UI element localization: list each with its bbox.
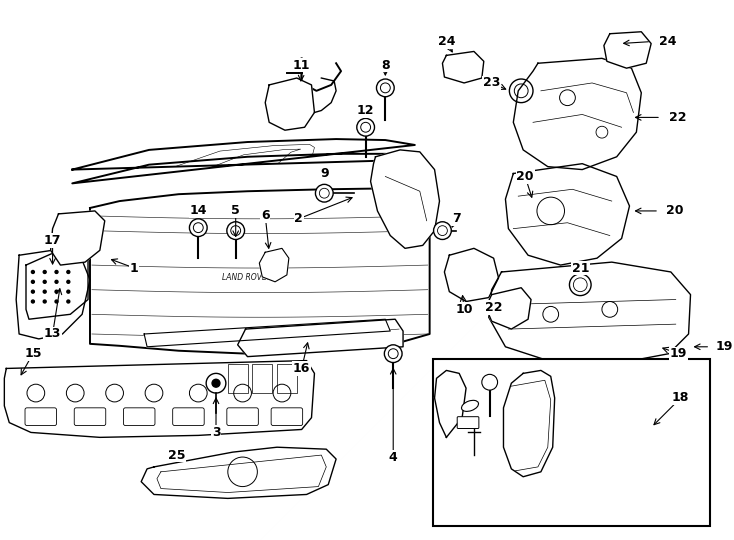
Text: LAND ROVER: LAND ROVER (222, 273, 272, 282)
Polygon shape (489, 262, 691, 363)
Text: 22: 22 (485, 301, 502, 314)
Text: 5: 5 (231, 205, 240, 218)
Text: 25: 25 (168, 449, 186, 462)
Circle shape (32, 290, 34, 293)
Polygon shape (444, 248, 498, 301)
Text: 24: 24 (437, 35, 455, 48)
Polygon shape (72, 139, 415, 184)
Text: 14: 14 (189, 205, 207, 218)
Polygon shape (443, 51, 484, 83)
Text: 21: 21 (572, 261, 589, 274)
Polygon shape (513, 58, 642, 170)
Polygon shape (604, 32, 651, 68)
Text: 13: 13 (44, 327, 61, 341)
Bar (432, 359, 711, 526)
Circle shape (212, 379, 220, 387)
Polygon shape (265, 78, 314, 130)
Text: 20: 20 (666, 205, 683, 218)
Text: 17: 17 (44, 234, 62, 247)
Circle shape (67, 300, 70, 303)
Circle shape (434, 222, 451, 239)
Polygon shape (144, 319, 390, 347)
Circle shape (482, 374, 498, 390)
Text: 2: 2 (294, 212, 303, 225)
Circle shape (43, 300, 46, 303)
Circle shape (189, 219, 207, 237)
Text: 7: 7 (452, 212, 461, 225)
Circle shape (32, 300, 34, 303)
Polygon shape (90, 186, 429, 354)
Circle shape (316, 184, 333, 202)
Circle shape (43, 290, 46, 293)
Ellipse shape (462, 400, 479, 411)
Circle shape (377, 79, 394, 97)
Circle shape (55, 290, 58, 293)
Polygon shape (259, 248, 289, 282)
Bar (228, 363, 247, 393)
Polygon shape (371, 150, 440, 248)
Text: 15: 15 (24, 347, 42, 360)
Text: 8: 8 (381, 59, 390, 72)
Text: 19: 19 (715, 340, 733, 353)
Text: 22: 22 (669, 111, 686, 124)
Circle shape (67, 280, 70, 284)
Circle shape (388, 349, 398, 359)
Circle shape (206, 373, 226, 393)
Bar (277, 363, 297, 393)
Polygon shape (506, 164, 630, 265)
Text: 1: 1 (130, 261, 139, 274)
Polygon shape (486, 288, 531, 329)
Circle shape (55, 271, 58, 273)
Circle shape (55, 300, 58, 303)
Polygon shape (504, 370, 555, 477)
Circle shape (43, 280, 46, 284)
Text: 23: 23 (483, 77, 501, 90)
Text: 11: 11 (293, 59, 310, 72)
Circle shape (385, 345, 402, 362)
Text: 12: 12 (357, 104, 374, 117)
Text: 10: 10 (455, 303, 473, 316)
Text: 6: 6 (261, 210, 269, 222)
Circle shape (32, 280, 34, 284)
Polygon shape (435, 370, 466, 437)
Text: 9: 9 (320, 167, 329, 180)
Circle shape (32, 271, 34, 273)
Text: 16: 16 (293, 362, 310, 375)
Text: 4: 4 (389, 450, 398, 463)
Text: 3: 3 (211, 426, 220, 439)
Text: 24: 24 (659, 35, 677, 48)
Text: 20: 20 (517, 170, 534, 183)
Polygon shape (238, 319, 403, 356)
Circle shape (55, 280, 58, 284)
Circle shape (227, 222, 244, 239)
Text: 19: 19 (670, 347, 688, 360)
Circle shape (67, 271, 70, 273)
Circle shape (357, 118, 374, 136)
Circle shape (67, 290, 70, 293)
Text: 18: 18 (672, 392, 689, 404)
Polygon shape (16, 248, 90, 339)
Bar (252, 363, 272, 393)
FancyBboxPatch shape (457, 417, 479, 429)
Polygon shape (4, 361, 314, 437)
Circle shape (43, 271, 46, 273)
Polygon shape (26, 245, 88, 319)
Polygon shape (51, 211, 105, 265)
Polygon shape (141, 447, 336, 498)
